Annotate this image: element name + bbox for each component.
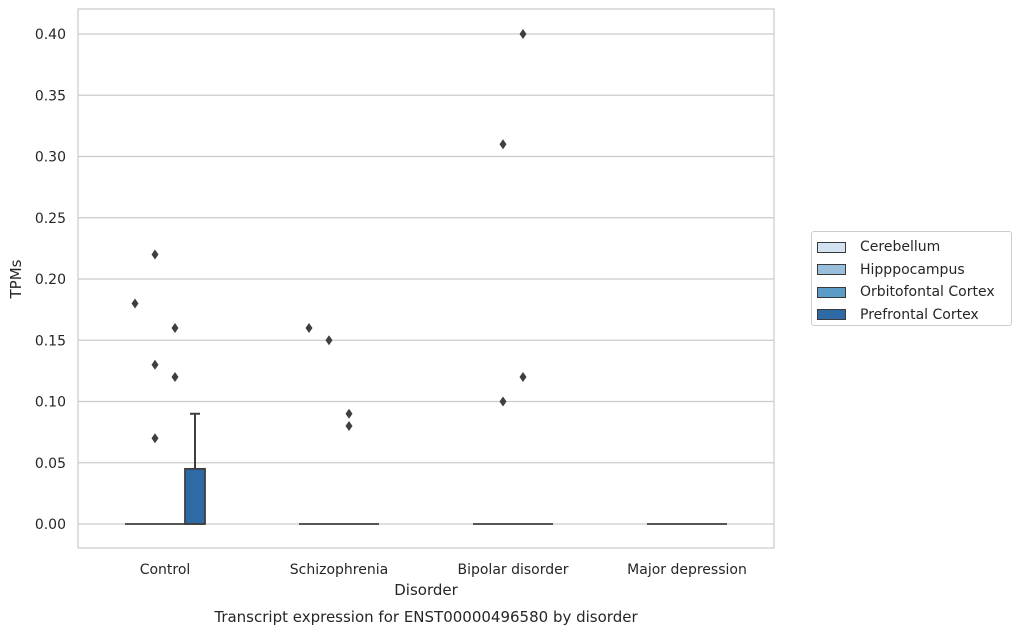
outlier-point xyxy=(131,298,139,309)
y-axis-label: TPMs xyxy=(7,259,25,299)
outlier-point xyxy=(151,359,159,370)
legend-swatch xyxy=(817,309,846,321)
outlier-point xyxy=(325,335,333,346)
outlier-point xyxy=(171,372,179,382)
legend-item: Prefrontal Cortex xyxy=(817,304,1011,327)
y-tick-label: 0.40 xyxy=(35,27,66,43)
y-tick-label: 0.20 xyxy=(35,272,66,288)
y-tick-label: 0.30 xyxy=(35,150,66,166)
box-groups xyxy=(125,412,727,525)
legend-item: Hipppocampus xyxy=(817,259,1011,282)
y-tick-label: 0.25 xyxy=(35,211,66,227)
x-tick-label: Major depression xyxy=(627,562,747,578)
y-tick-label: 0.10 xyxy=(35,395,66,411)
box-body xyxy=(184,467,206,525)
y-tick-label: 0.00 xyxy=(35,517,66,533)
outlier-point xyxy=(499,396,507,407)
outlier-point xyxy=(151,249,159,260)
legend-swatch xyxy=(817,286,846,298)
outlier-point xyxy=(345,408,353,419)
y-tick-label: 0.15 xyxy=(35,333,66,349)
y-tick-label: 0.05 xyxy=(35,456,66,472)
outlier-point xyxy=(499,139,507,150)
outlier-point xyxy=(519,372,527,382)
y-tick-labels: 0.00 0.05 0.10 0.15 0.20 0.25 0.30 0.35 0.40 xyxy=(35,27,66,533)
y-tick-label: 0.35 xyxy=(35,88,66,104)
legend-label: Orbitofontal Cortex xyxy=(860,284,995,301)
x-axis-label: Disorder xyxy=(394,581,458,599)
legend-label: Prefrontal Cortex xyxy=(860,306,979,323)
x-tick-label: Control xyxy=(140,562,191,578)
x-tick-label: Schizophrenia xyxy=(290,562,388,578)
x-tick-labels: Control Schizophrenia Bipolar disorder Majo… xyxy=(140,562,747,578)
outlier-points xyxy=(131,29,527,444)
outlier-point xyxy=(519,29,527,39)
outlier-point xyxy=(305,323,313,333)
legend-swatch xyxy=(817,264,846,276)
box xyxy=(184,412,206,525)
x-tick-label: Bipolar disorder xyxy=(457,562,568,578)
legend-label: Hipppocampus xyxy=(860,261,965,278)
legend-label: Cerebellum xyxy=(860,239,941,256)
outlier-point xyxy=(171,323,179,333)
legend-swatch xyxy=(817,241,846,253)
legend: Cerebellum Hipppocampus Orbitofontal Corte… xyxy=(811,231,1012,326)
legend-item: Cerebellum xyxy=(817,236,1011,259)
outlier-point xyxy=(151,433,159,444)
outlier-point xyxy=(345,421,353,431)
chart-title: Transcript expression for ENST0000049658… xyxy=(213,608,638,626)
legend-item: Orbitofontal Cortex xyxy=(817,281,1011,304)
